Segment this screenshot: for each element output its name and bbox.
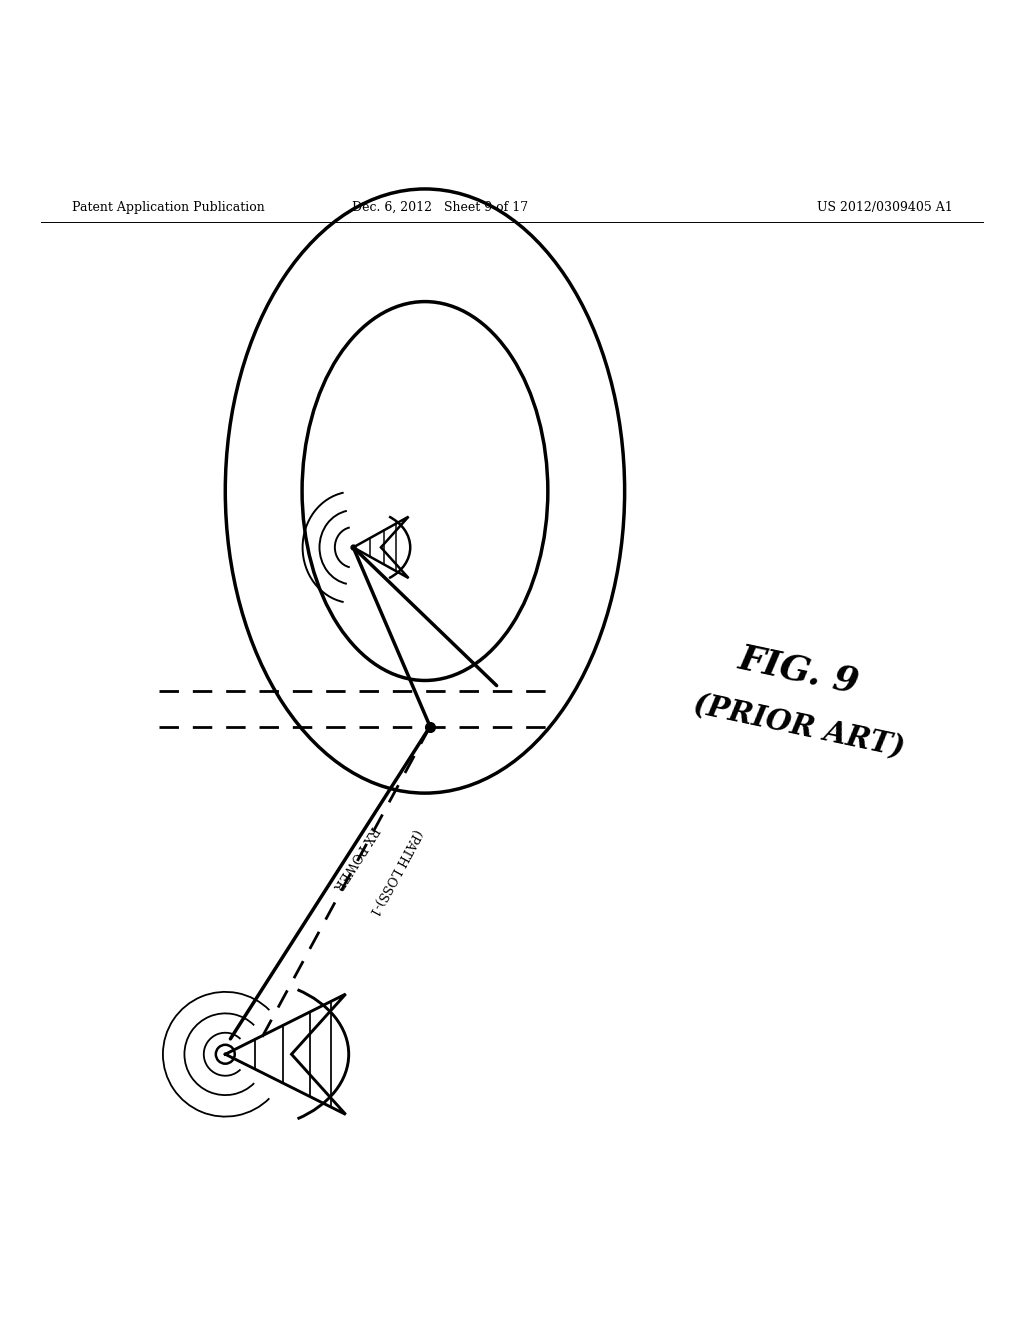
Text: (PRIOR ART): (PRIOR ART) [690,690,907,763]
Text: (PATH LOSS)-1: (PATH LOSS)-1 [366,826,424,917]
Text: FIG. 9: FIG. 9 [735,642,862,700]
Text: RX POWER: RX POWER [331,822,381,891]
Text: Dec. 6, 2012   Sheet 9 of 17: Dec. 6, 2012 Sheet 9 of 17 [352,201,528,214]
Text: Patent Application Publication: Patent Application Publication [72,201,264,214]
Text: US 2012/0309405 A1: US 2012/0309405 A1 [816,201,952,214]
